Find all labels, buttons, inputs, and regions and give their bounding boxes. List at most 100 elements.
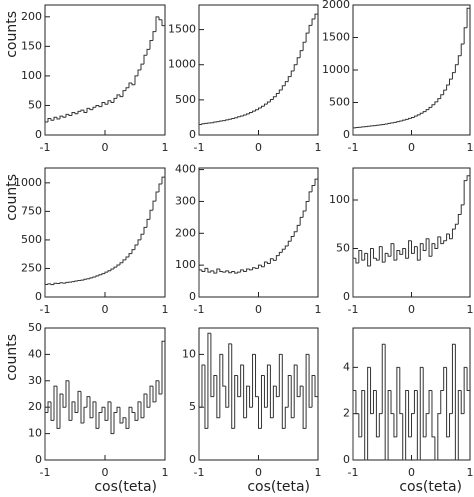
histogram-bin bbox=[272, 96, 277, 100]
x-tick-label: 0 bbox=[255, 466, 262, 479]
histogram-bin bbox=[290, 70, 295, 77]
histogram-bin bbox=[434, 436, 438, 461]
x-tick-label: 1 bbox=[315, 466, 322, 479]
plot-frame bbox=[198, 167, 319, 298]
histogram-bin bbox=[278, 251, 283, 256]
histogram-bin bbox=[243, 114, 247, 117]
histogram-bin bbox=[284, 245, 289, 250]
histogram-bin bbox=[431, 104, 435, 108]
histogram-bin bbox=[62, 116, 66, 118]
histogram-bin bbox=[158, 16, 162, 21]
histogram-bin bbox=[358, 249, 362, 264]
histogram-bin bbox=[449, 233, 453, 240]
histogram-bin bbox=[260, 375, 265, 429]
histogram-bin bbox=[411, 240, 415, 254]
plot-frame bbox=[198, 4, 319, 136]
histogram-bin bbox=[263, 261, 268, 267]
histogram-bin bbox=[134, 412, 138, 421]
histogram-bin bbox=[384, 344, 389, 461]
histogram-bin bbox=[278, 353, 283, 397]
x-tick-label: 0 bbox=[408, 466, 415, 479]
histogram-bin bbox=[314, 178, 318, 186]
histogram-bin bbox=[198, 123, 202, 135]
y-tick-label: 50 bbox=[28, 98, 42, 111]
histogram-bin bbox=[440, 390, 444, 414]
histogram-bin bbox=[460, 390, 465, 415]
histogram-bin bbox=[419, 366, 424, 460]
y-tick-label: 0 bbox=[35, 290, 42, 303]
x-tick-label: 1 bbox=[467, 466, 474, 479]
y-axis-label: counts bbox=[4, 174, 20, 221]
plot-frame bbox=[44, 167, 166, 298]
histogram-bin bbox=[275, 93, 280, 97]
histogram-bin bbox=[413, 246, 418, 254]
x-tick-label: 0 bbox=[102, 141, 109, 154]
histogram-bin bbox=[290, 235, 295, 242]
histogram-bin bbox=[434, 243, 438, 250]
plot-frame bbox=[352, 4, 471, 136]
histogram-bin bbox=[222, 271, 226, 273]
histogram-bin bbox=[74, 112, 78, 115]
y-tick-label: 0 bbox=[343, 290, 350, 303]
histogram-bin bbox=[428, 106, 432, 110]
y-tick-label: 0 bbox=[189, 290, 196, 303]
histogram-bin bbox=[155, 16, 159, 32]
histogram-bin bbox=[134, 75, 138, 85]
histogram-bin bbox=[152, 31, 156, 41]
x-tick-label: 0 bbox=[408, 141, 415, 154]
histogram-bin bbox=[137, 239, 141, 246]
histogram-bin bbox=[225, 119, 229, 121]
histogram-bin bbox=[86, 278, 90, 280]
histogram-bin bbox=[451, 228, 456, 239]
histogram-bin bbox=[361, 390, 365, 437]
histogram-bin bbox=[243, 364, 247, 419]
histogram-bin bbox=[201, 123, 205, 125]
histogram-bin bbox=[161, 19, 165, 27]
histogram-bin bbox=[149, 209, 153, 220]
y-tick-label: 20 bbox=[28, 400, 42, 413]
histogram-bin bbox=[204, 364, 208, 429]
histogram-bin bbox=[393, 413, 397, 438]
histogram-bin bbox=[143, 226, 147, 235]
histogram-bin bbox=[225, 386, 229, 408]
histogram-bin bbox=[275, 386, 280, 398]
histogram-bin bbox=[399, 367, 403, 415]
histogram-bin bbox=[152, 386, 156, 403]
histogram-bin bbox=[249, 386, 253, 408]
histogram-bin bbox=[269, 258, 274, 264]
histogram-bin bbox=[266, 364, 271, 408]
histogram-bin bbox=[137, 401, 141, 421]
histogram-bin bbox=[131, 249, 135, 254]
histogram-bin bbox=[457, 214, 462, 225]
histogram-bin bbox=[158, 183, 162, 192]
histogram-bin bbox=[463, 27, 468, 44]
histogram-bin bbox=[311, 375, 316, 408]
histogram-bin bbox=[44, 411, 48, 460]
histogram-bin bbox=[62, 394, 66, 408]
x-tick-label: -1 bbox=[194, 141, 205, 154]
histogram-bin bbox=[393, 243, 397, 261]
histogram-bin bbox=[237, 375, 241, 398]
histogram-bin bbox=[113, 411, 117, 434]
histogram-bin bbox=[237, 271, 241, 274]
histogram-bin bbox=[293, 364, 298, 418]
histogram-bin bbox=[396, 366, 400, 437]
histogram-bin bbox=[119, 262, 123, 266]
histogram-bin bbox=[252, 110, 256, 113]
histogram-bin bbox=[74, 280, 78, 282]
histogram-bin bbox=[287, 76, 292, 82]
histogram-bin bbox=[219, 268, 223, 273]
y-tick-label: 5 bbox=[189, 400, 196, 413]
histogram-bin bbox=[302, 41, 307, 51]
histogram-bin bbox=[92, 106, 96, 110]
histogram-bin bbox=[122, 90, 126, 97]
histogram-bin bbox=[431, 243, 435, 257]
histogram-bin bbox=[419, 112, 424, 115]
histogram-bin bbox=[425, 109, 430, 112]
x-tick-label: 1 bbox=[162, 466, 169, 479]
histogram-bin bbox=[367, 253, 371, 267]
histogram-bin bbox=[370, 248, 374, 266]
histogram-bin bbox=[71, 401, 75, 421]
histogram-bin bbox=[219, 353, 223, 418]
